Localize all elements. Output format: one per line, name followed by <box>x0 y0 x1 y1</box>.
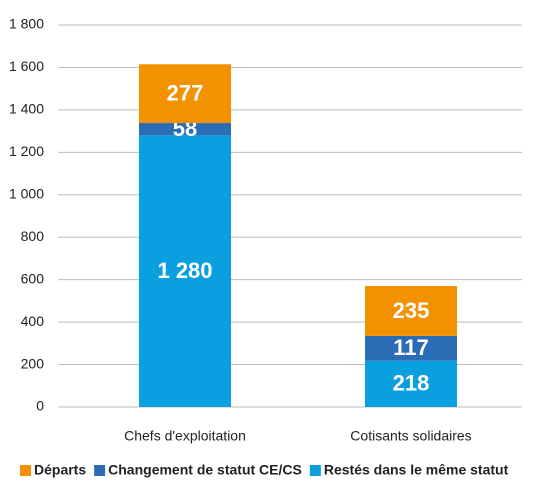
bar-segment <box>139 64 231 124</box>
x-tick-label: Chefs d'exploitation <box>124 428 246 444</box>
y-tick-label: 800 <box>21 228 45 244</box>
bar-segment <box>139 123 231 136</box>
y-tick-label: 1 200 <box>9 143 44 159</box>
x-tick-label: Cotisants solidaires <box>350 428 471 444</box>
y-tick-label: 200 <box>21 355 45 371</box>
bar-segment <box>365 335 457 361</box>
legend-swatch <box>94 465 106 476</box>
data-label: 117 <box>393 335 429 360</box>
data-label: 277 <box>167 80 204 105</box>
y-tick-label: 400 <box>21 313 45 329</box>
data-label: 218 <box>393 371 430 396</box>
y-tick-label: 1 800 <box>9 16 44 32</box>
data-label: 235 <box>393 298 430 323</box>
legend-label: Départs <box>34 462 86 478</box>
y-tick-label: 600 <box>21 270 45 286</box>
legend-label: Changement de statut CE/CS <box>108 462 302 478</box>
legend-label: Restés dans le même statut <box>324 462 509 478</box>
data-label: 1 280 <box>157 258 212 283</box>
bar-segment <box>365 286 457 336</box>
legend-swatch <box>309 465 321 476</box>
bar-segment <box>365 360 457 407</box>
y-tick-label: 0 <box>36 398 44 414</box>
bar-segment <box>139 135 231 407</box>
y-tick-label: 1 000 <box>9 185 44 201</box>
y-tick-label: 1 400 <box>9 101 44 117</box>
legend-swatch <box>20 465 31 476</box>
y-tick-label: 1 600 <box>9 58 44 74</box>
